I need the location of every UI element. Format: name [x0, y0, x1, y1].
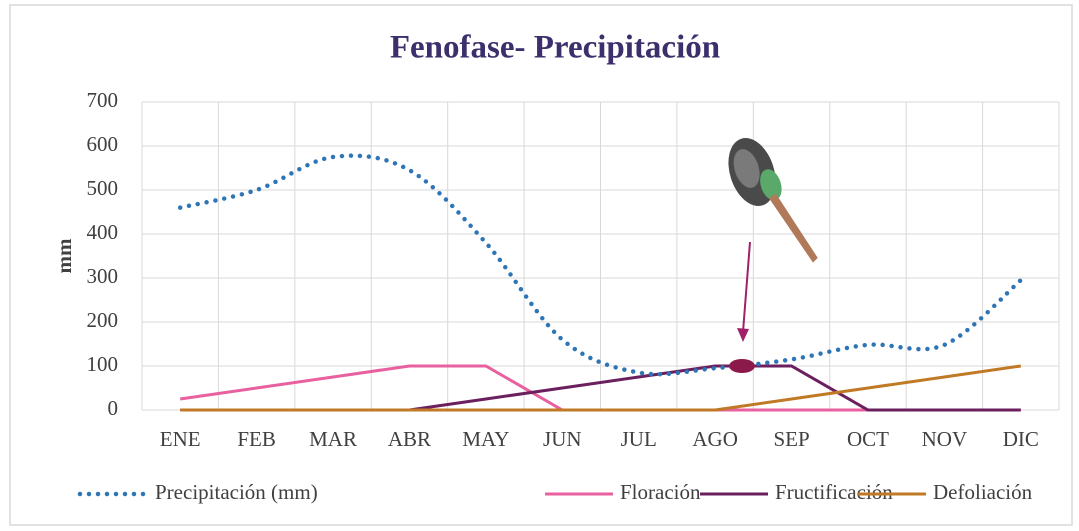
- x-tick-label: DIC: [1003, 427, 1039, 451]
- highlight-marker: [729, 359, 755, 373]
- legend-label: Fructificación: [775, 480, 893, 504]
- x-tick-label: ENE: [160, 427, 201, 451]
- x-tick-label: JUL: [621, 427, 657, 451]
- arrow-head: [737, 328, 749, 342]
- x-tick-label: SEP: [773, 427, 809, 451]
- chart-border: [9, 4, 1073, 526]
- y-tick-label: 700: [87, 88, 119, 112]
- chart-title: Fenofase- Precipitación: [390, 30, 720, 66]
- y-tick-label: 100: [87, 352, 119, 376]
- x-tick-label: NOV: [922, 427, 968, 451]
- x-tick-label: AGO: [692, 427, 738, 451]
- series-line: [180, 364, 1022, 412]
- x-tick-label: FEB: [237, 427, 276, 451]
- x-tick-label: MAR: [309, 427, 357, 451]
- legend-label: Floración: [620, 480, 701, 504]
- y-tick-label: 200: [87, 308, 119, 332]
- legend-label: Defoliación: [933, 480, 1033, 504]
- x-tick-label: JUN: [543, 427, 582, 451]
- y-tick-label: 500: [87, 176, 119, 200]
- y-tick-label: 400: [87, 220, 119, 244]
- y-tick-label: 600: [87, 132, 119, 156]
- x-tick-label: OCT: [847, 427, 889, 451]
- legend-label: Precipitación (mm): [155, 480, 318, 504]
- x-tick-label: ABR: [388, 427, 431, 451]
- y-tick-label: 0: [108, 396, 119, 420]
- series-line: [177, 153, 1024, 377]
- x-tick-label: MAY: [462, 427, 509, 451]
- y-axis-label: mm: [52, 238, 76, 273]
- decoration: [728, 138, 818, 373]
- arrow: [742, 241, 751, 333]
- y-tick-label: 300: [87, 264, 119, 288]
- seed-image: [728, 138, 818, 263]
